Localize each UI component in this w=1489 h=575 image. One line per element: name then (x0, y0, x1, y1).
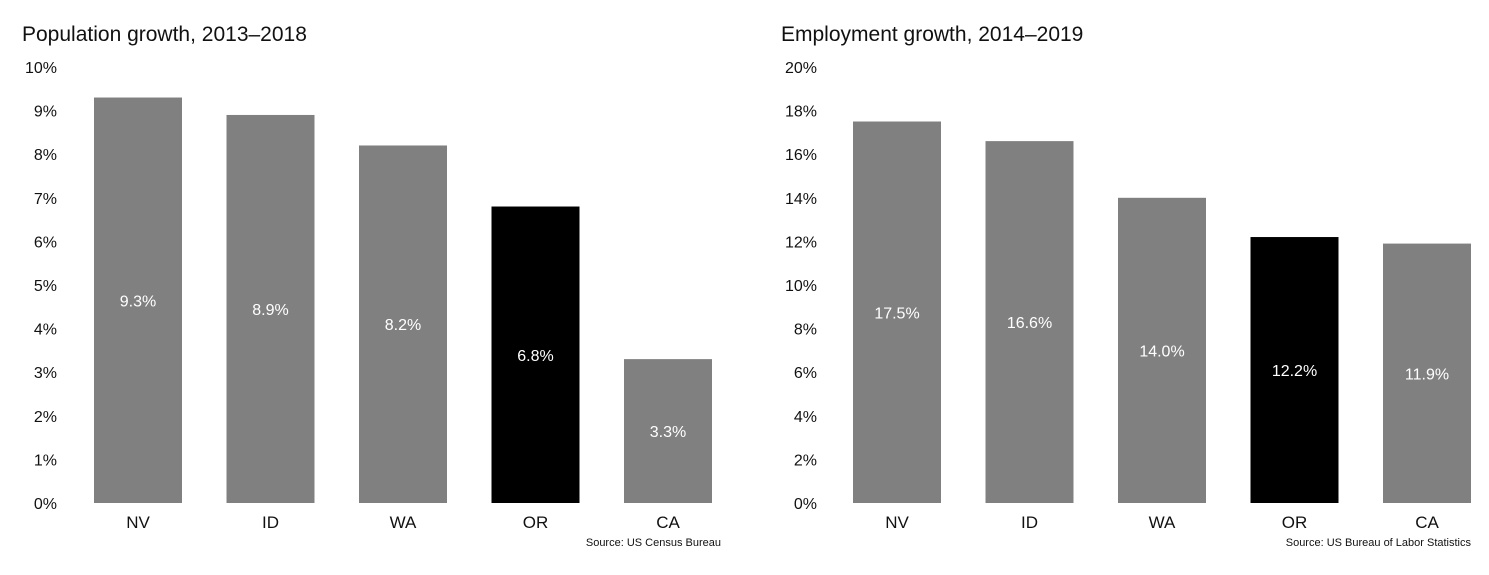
employment-y-tick-label: 4% (794, 409, 817, 426)
population-source: Source: US Census Bureau (586, 537, 721, 549)
population-value-label-nv: 9.3% (120, 293, 156, 310)
employment-bar-ca (1383, 243, 1471, 503)
employment-bar-nv (853, 121, 941, 503)
employment-y-tick-label: 8% (794, 322, 817, 339)
employment-category-label-wa: WA (1149, 513, 1176, 532)
employment-category-label-nv: NV (885, 513, 909, 532)
employment-y-tick-label: 20% (785, 60, 817, 77)
population-bars: 9.3% NV 8.9% ID 8.2% WA 6.8% OR 3.3% CA (94, 97, 712, 532)
employment-source: Source: US Bureau of Labor Statistics (1286, 537, 1472, 549)
employment-y-tick-label: 14% (785, 191, 817, 208)
population-category-label-nv: NV (126, 513, 150, 532)
employment-bar-wa (1118, 197, 1206, 504)
employment-value-label-wa: 14.0% (1139, 343, 1184, 360)
population-category-label-wa: WA (390, 513, 417, 532)
employment-value-label-or: 12.2% (1272, 363, 1317, 380)
employment-y-tick-label: 16% (785, 147, 817, 164)
employment-bar-or (1250, 237, 1339, 504)
employment-chart-title: Employment growth, 2014–2019 (781, 23, 1083, 46)
employment-y-tick-label: 12% (785, 234, 817, 251)
population-y-axis: 0% 1% 2% 3% 4% 5% 6% 7% 8% 9% 10% (25, 60, 57, 513)
employment-bars: 17.5% NV 16.6% ID 14.0% WA 12.2% OR 11.9% CA (853, 121, 1471, 532)
population-bar-nv (94, 97, 182, 504)
population-value-label-or: 6.8% (517, 348, 553, 365)
population-category-label-or: OR (523, 513, 549, 532)
population-y-tick-label: 2% (34, 409, 57, 426)
population-value-label-wa: 8.2% (385, 317, 421, 334)
population-bar-or (491, 206, 580, 503)
population-y-tick-label: 5% (34, 278, 57, 295)
employment-y-axis: 0% 2% 4% 6% 8% 10% 12% 14% 16% 18% 20% (785, 60, 817, 513)
employment-y-tick-label: 10% (785, 278, 817, 295)
employment-value-label-ca: 11.9% (1405, 366, 1449, 383)
population-category-label-ca: CA (656, 513, 680, 532)
employment-y-tick-label: 18% (785, 104, 817, 121)
population-y-tick-label: 7% (34, 191, 57, 208)
population-bar-id (226, 114, 315, 504)
population-y-tick-label: 9% (34, 104, 57, 121)
population-y-tick-label: 1% (34, 452, 57, 469)
employment-bar-id (985, 141, 1074, 503)
population-category-label-id: ID (262, 513, 279, 532)
employment-value-label-id: 16.6% (1007, 315, 1052, 332)
employment-y-tick-label: 2% (794, 452, 817, 469)
population-bar-ca (624, 359, 712, 503)
population-chart: Population growth, 2013–2018 0% 1% 2% 3% 4% 5… (22, 23, 721, 549)
employment-category-label-or: OR (1282, 513, 1308, 532)
population-y-tick-label: 10% (25, 60, 57, 77)
population-y-tick-label: 3% (34, 365, 57, 382)
population-value-label-id: 8.9% (252, 302, 288, 319)
population-y-tick-label: 0% (34, 496, 57, 513)
employment-category-label-ca: CA (1415, 513, 1439, 532)
population-y-tick-label: 4% (34, 322, 57, 339)
employment-value-label-nv: 17.5% (874, 305, 919, 322)
population-chart-title: Population growth, 2013–2018 (22, 23, 307, 46)
employment-chart: Employment growth, 2014–2019 0% 2% 4% 6% 8% 1… (781, 23, 1471, 549)
population-y-tick-label: 6% (34, 234, 57, 251)
employment-category-label-id: ID (1021, 513, 1038, 532)
population-y-tick-label: 8% (34, 147, 57, 164)
employment-y-tick-label: 6% (794, 365, 817, 382)
population-value-label-ca: 3.3% (650, 424, 686, 441)
population-bar-wa (359, 145, 447, 504)
employment-y-tick-label: 0% (794, 496, 817, 513)
